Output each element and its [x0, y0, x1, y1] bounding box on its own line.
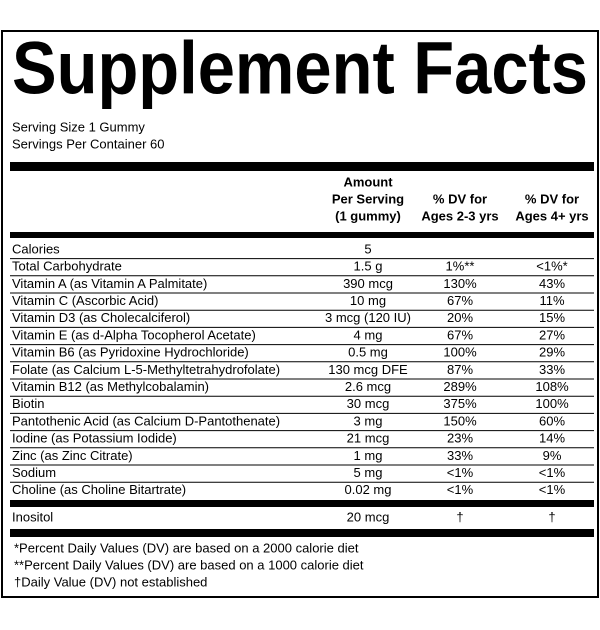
amount: 4 mg: [354, 327, 383, 342]
nutrient-name: Calories: [12, 241, 60, 256]
amount: 20 mcg: [347, 509, 390, 524]
daily-value: 100%: [535, 396, 569, 411]
amount: 30 mcg: [347, 396, 390, 411]
amount: 1 mg: [354, 448, 383, 463]
nutrient-name: Biotin: [12, 396, 45, 411]
amount: 5: [364, 241, 371, 256]
nutrient-name: Folate (as Calcium L-5-Methyltetrahydrof…: [12, 362, 280, 377]
amount: 130 mcg DFE: [328, 362, 408, 377]
daily-value: 375%: [443, 396, 477, 411]
daily-value: 87%: [447, 362, 473, 377]
daily-value: 100%: [443, 345, 477, 360]
footnote: **Percent Daily Values (DV) are based on…: [14, 557, 364, 572]
column-header: Ages 2-3 yrs: [421, 208, 498, 223]
daily-value: 9%: [543, 448, 562, 463]
daily-value: <1%: [539, 482, 566, 497]
thick-rule: [10, 162, 594, 171]
daily-value: 108%: [535, 379, 569, 394]
amount: 0.02 mg: [345, 482, 392, 497]
thick-rule: [10, 232, 594, 238]
title: Supplement Facts: [12, 27, 588, 110]
daily-value: 23%: [447, 431, 473, 446]
footnote: *Percent Daily Values (DV) are based on …: [14, 540, 359, 555]
daily-value: 1%**: [446, 259, 475, 274]
nutrient-name: Total Carbohydrate: [12, 259, 122, 274]
amount: 21 mcg: [347, 431, 390, 446]
daily-value: 130%: [443, 276, 477, 291]
column-header: Per Serving: [332, 191, 404, 206]
daily-value: 289%: [443, 379, 477, 394]
thick-rule: [10, 529, 594, 537]
thick-rule: [10, 500, 594, 507]
column-header: Ages 4+ yrs: [515, 208, 588, 223]
daily-value: 14%: [539, 431, 565, 446]
column-header: % DV for: [525, 191, 579, 206]
daily-value: <1%: [447, 482, 474, 497]
column-header: % DV for: [433, 191, 487, 206]
daily-value: 60%: [539, 413, 565, 428]
footnote: †Daily Value (DV) not established: [14, 574, 207, 589]
nutrient-name: Iodine (as Potassium Iodide): [12, 431, 177, 446]
nutrient-name: Sodium: [12, 465, 56, 480]
label-border: [1, 30, 599, 598]
daily-value: <1%: [539, 465, 566, 480]
amount: 2.6 mcg: [345, 379, 391, 394]
daily-value: 11%: [539, 293, 564, 308]
nutrient-name: Vitamin A (as Vitamin A Palmitate): [12, 276, 207, 291]
daily-value: 20%: [447, 310, 473, 325]
nutrient-name: Choline (as Choline Bitartrate): [12, 482, 186, 497]
nutrient-name: Inositol: [12, 509, 53, 524]
column-header: (1 gummy): [335, 208, 401, 223]
daily-value: 67%: [447, 293, 473, 308]
amount: 1.5 g: [354, 259, 383, 274]
daily-value: 15%: [539, 310, 565, 325]
nutrient-name: Zinc (as Zinc Citrate): [12, 448, 133, 463]
daily-value: †: [456, 509, 463, 524]
nutrient-name: Vitamin E (as d-Alpha Tocopherol Acetate…: [12, 327, 256, 342]
amount: 390 mcg: [343, 276, 393, 291]
daily-value: †: [548, 509, 555, 524]
amount: 0.5 mg: [348, 345, 388, 360]
serving-size: Serving Size 1 Gummy: [12, 119, 145, 134]
daily-value: 33%: [447, 448, 473, 463]
daily-value: 150%: [443, 413, 477, 428]
daily-value: 67%: [447, 327, 473, 342]
daily-value: 33%: [539, 362, 565, 377]
nutrient-name: Vitamin B12 (as Methylcobalamin): [12, 379, 209, 394]
daily-value: 27%: [539, 327, 565, 342]
amount: 3 mg: [354, 413, 383, 428]
amount: 5 mg: [354, 465, 383, 480]
column-header: Amount: [343, 174, 393, 189]
daily-value: 29%: [539, 345, 565, 360]
amount: 10 mg: [350, 293, 386, 308]
nutrient-name: Vitamin D3 (as Cholecalciferol): [12, 310, 190, 325]
nutrient-name: Vitamin C (Ascorbic Acid): [12, 293, 158, 308]
nutrient-name: Pantothenic Acid (as Calcium D-Pantothen…: [12, 413, 280, 428]
daily-value: 43%: [539, 276, 565, 291]
daily-value: <1%: [447, 465, 474, 480]
daily-value: <1%*: [536, 259, 567, 274]
amount: 3 mcg (120 IU): [325, 310, 411, 325]
nutrient-name: Vitamin B6 (as Pyridoxine Hydrochloride): [12, 345, 249, 360]
servings-per-container: Servings Per Container 60: [12, 136, 164, 151]
